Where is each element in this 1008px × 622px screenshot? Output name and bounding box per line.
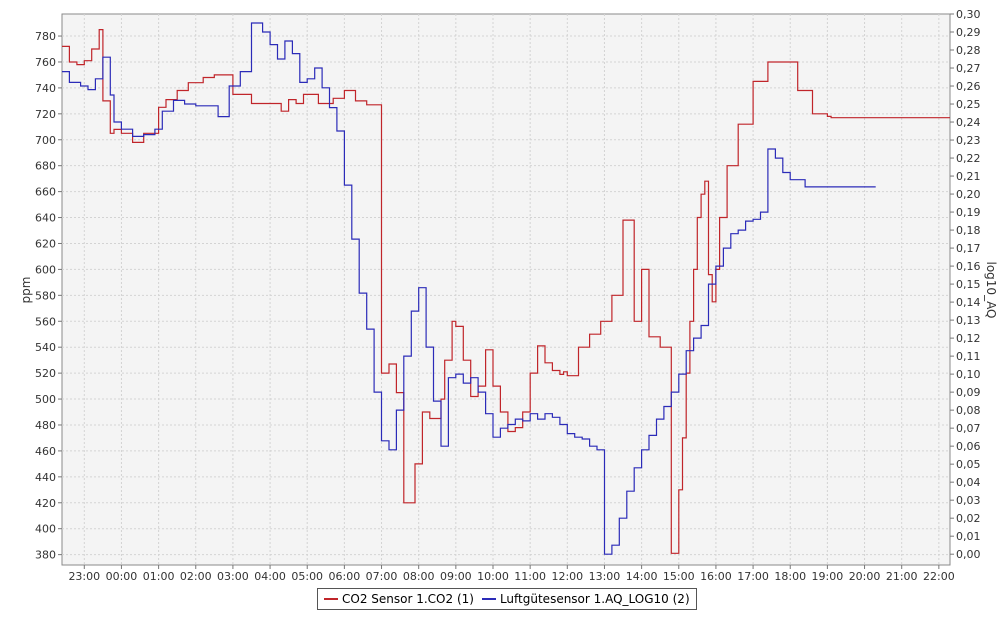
y-right-tick-label: 0,18 xyxy=(956,224,981,237)
legend-item-co2: CO2 Sensor 1.CO2 (1) xyxy=(324,592,474,606)
y-axis-left-label: ppm xyxy=(19,277,33,304)
y-right-tick-label: 0,29 xyxy=(956,26,981,39)
y-left-tick-label: 700 xyxy=(35,134,56,147)
co2-series-line xyxy=(62,29,950,554)
y-right-tick-label: 0,01 xyxy=(956,530,981,543)
y-right-tick-label: 0,00 xyxy=(956,548,981,561)
y-right-tick-label: 0,04 xyxy=(956,476,981,489)
y-right-tick-label: 0,15 xyxy=(956,278,981,291)
y-right-tick-label: 0,13 xyxy=(956,314,981,327)
y-left-tick-label: 480 xyxy=(35,419,56,432)
y-right-tick-label: 0,26 xyxy=(956,80,981,93)
x-tick-label: 10:00 xyxy=(477,570,509,583)
y-left-tick-label: 580 xyxy=(35,289,56,302)
y-right-tick-label: 0,02 xyxy=(956,512,981,525)
y-axis-right-label: log10_AQ xyxy=(984,261,998,318)
y-right-tick-label: 0,03 xyxy=(956,494,981,507)
aq-series-line xyxy=(62,22,876,555)
x-tick-label: 22:00 xyxy=(923,570,955,583)
x-tick-label: 16:00 xyxy=(700,570,732,583)
y-right-tick-label: 0,28 xyxy=(956,44,981,57)
x-tick-label: 09:00 xyxy=(440,570,472,583)
x-tick-label: 07:00 xyxy=(366,570,398,583)
y-right-tick-label: 0,06 xyxy=(956,440,981,453)
y-right-tick-label: 0,14 xyxy=(956,296,981,309)
y-right-tick-label: 0,10 xyxy=(956,368,981,381)
x-tick-label: 20:00 xyxy=(849,570,881,583)
legend-swatch-aq xyxy=(481,598,496,600)
x-tick-label: 01:00 xyxy=(143,570,175,583)
x-tick-label: 23:00 xyxy=(68,570,100,583)
y-right-tick-label: 0,05 xyxy=(956,458,981,471)
x-tick-label: 14:00 xyxy=(626,570,658,583)
x-tick-label: 08:00 xyxy=(403,570,435,583)
axes: 23:00 00:00 01:00 02:00 03:00 04:00 05:00 06:00… xyxy=(35,8,981,583)
y-right-tick-label: 0,30 xyxy=(956,8,981,21)
y-right-tick-label: 0,17 xyxy=(956,242,981,255)
x-tick-label: 15:00 xyxy=(663,570,695,583)
y-right-tick-label: 0,07 xyxy=(956,422,981,435)
y-right-tick-label: 0,21 xyxy=(956,170,981,183)
y-left-tick-label: 400 xyxy=(35,523,56,536)
y-right-tick-label: 0,22 xyxy=(956,152,981,165)
y-left-tick-label: 380 xyxy=(35,549,56,562)
x-tick-label: 02:00 xyxy=(180,570,212,583)
legend-item-aq: Luftgütesensor 1.AQ_LOG10 (2) xyxy=(481,592,690,606)
x-tick-label: 21:00 xyxy=(886,570,918,583)
y-left-tick-label: 760 xyxy=(35,56,56,69)
x-tick-label: 00:00 xyxy=(106,570,138,583)
legend-label-aq: Luftgütesensor 1.AQ_LOG10 (2) xyxy=(499,592,690,606)
y-left-tick-label: 660 xyxy=(35,186,56,199)
y-right-tick-label: 0,23 xyxy=(956,134,981,147)
x-tick-label: 17:00 xyxy=(737,570,769,583)
x-tick-label: 12:00 xyxy=(551,570,583,583)
y-right-tick-label: 0,24 xyxy=(956,116,981,129)
y-right-tick-label: 0,12 xyxy=(956,332,981,345)
y-left-tick-label: 560 xyxy=(35,315,56,328)
y-right-tick-label: 0,09 xyxy=(956,386,981,399)
y-left-tick-label: 500 xyxy=(35,393,56,406)
y-right-tick-label: 0,16 xyxy=(956,260,981,273)
y-left-tick-label: 640 xyxy=(35,212,56,225)
y-right-tick-label: 0,25 xyxy=(956,98,981,111)
y-left-tick-label: 460 xyxy=(35,445,56,458)
plot-area xyxy=(61,13,951,566)
gridlines xyxy=(62,14,950,565)
x-tick-label: 03:00 xyxy=(217,570,249,583)
y-left-tick-label: 780 xyxy=(35,30,56,43)
y-right-tick-label: 0,19 xyxy=(956,206,981,219)
y-left-tick-label: 600 xyxy=(35,263,56,276)
y-left-tick-label: 520 xyxy=(35,367,56,380)
y-right-tick-label: 0,08 xyxy=(956,404,981,417)
x-tick-label: 05:00 xyxy=(291,570,323,583)
x-tick-label: 06:00 xyxy=(329,570,361,583)
x-tick-label: 04:00 xyxy=(254,570,286,583)
legend-label-co2: CO2 Sensor 1.CO2 (1) xyxy=(342,592,474,606)
x-tick-label: 19:00 xyxy=(812,570,844,583)
y-left-tick-label: 740 xyxy=(35,82,56,95)
y-left-tick-label: 720 xyxy=(35,108,56,121)
y-left-tick-label: 540 xyxy=(35,341,56,354)
legend-swatch-co2 xyxy=(324,598,338,600)
x-tick-label: 18:00 xyxy=(774,570,806,583)
x-tick-label: 13:00 xyxy=(589,570,621,583)
y-left-tick-label: 680 xyxy=(35,160,56,173)
legend: CO2 Sensor 1.CO2 (1) Luftgütesensor 1.AQ… xyxy=(317,588,697,610)
y-left-tick-label: 420 xyxy=(35,497,56,510)
y-right-tick-label: 0,11 xyxy=(956,350,981,363)
x-tick-label: 11:00 xyxy=(514,570,546,583)
y-right-tick-label: 0,20 xyxy=(956,188,981,201)
y-right-tick-label: 0,27 xyxy=(956,62,981,75)
series-lines xyxy=(62,22,950,555)
y-left-tick-label: 440 xyxy=(35,471,56,484)
y-left-tick-label: 620 xyxy=(35,237,56,250)
